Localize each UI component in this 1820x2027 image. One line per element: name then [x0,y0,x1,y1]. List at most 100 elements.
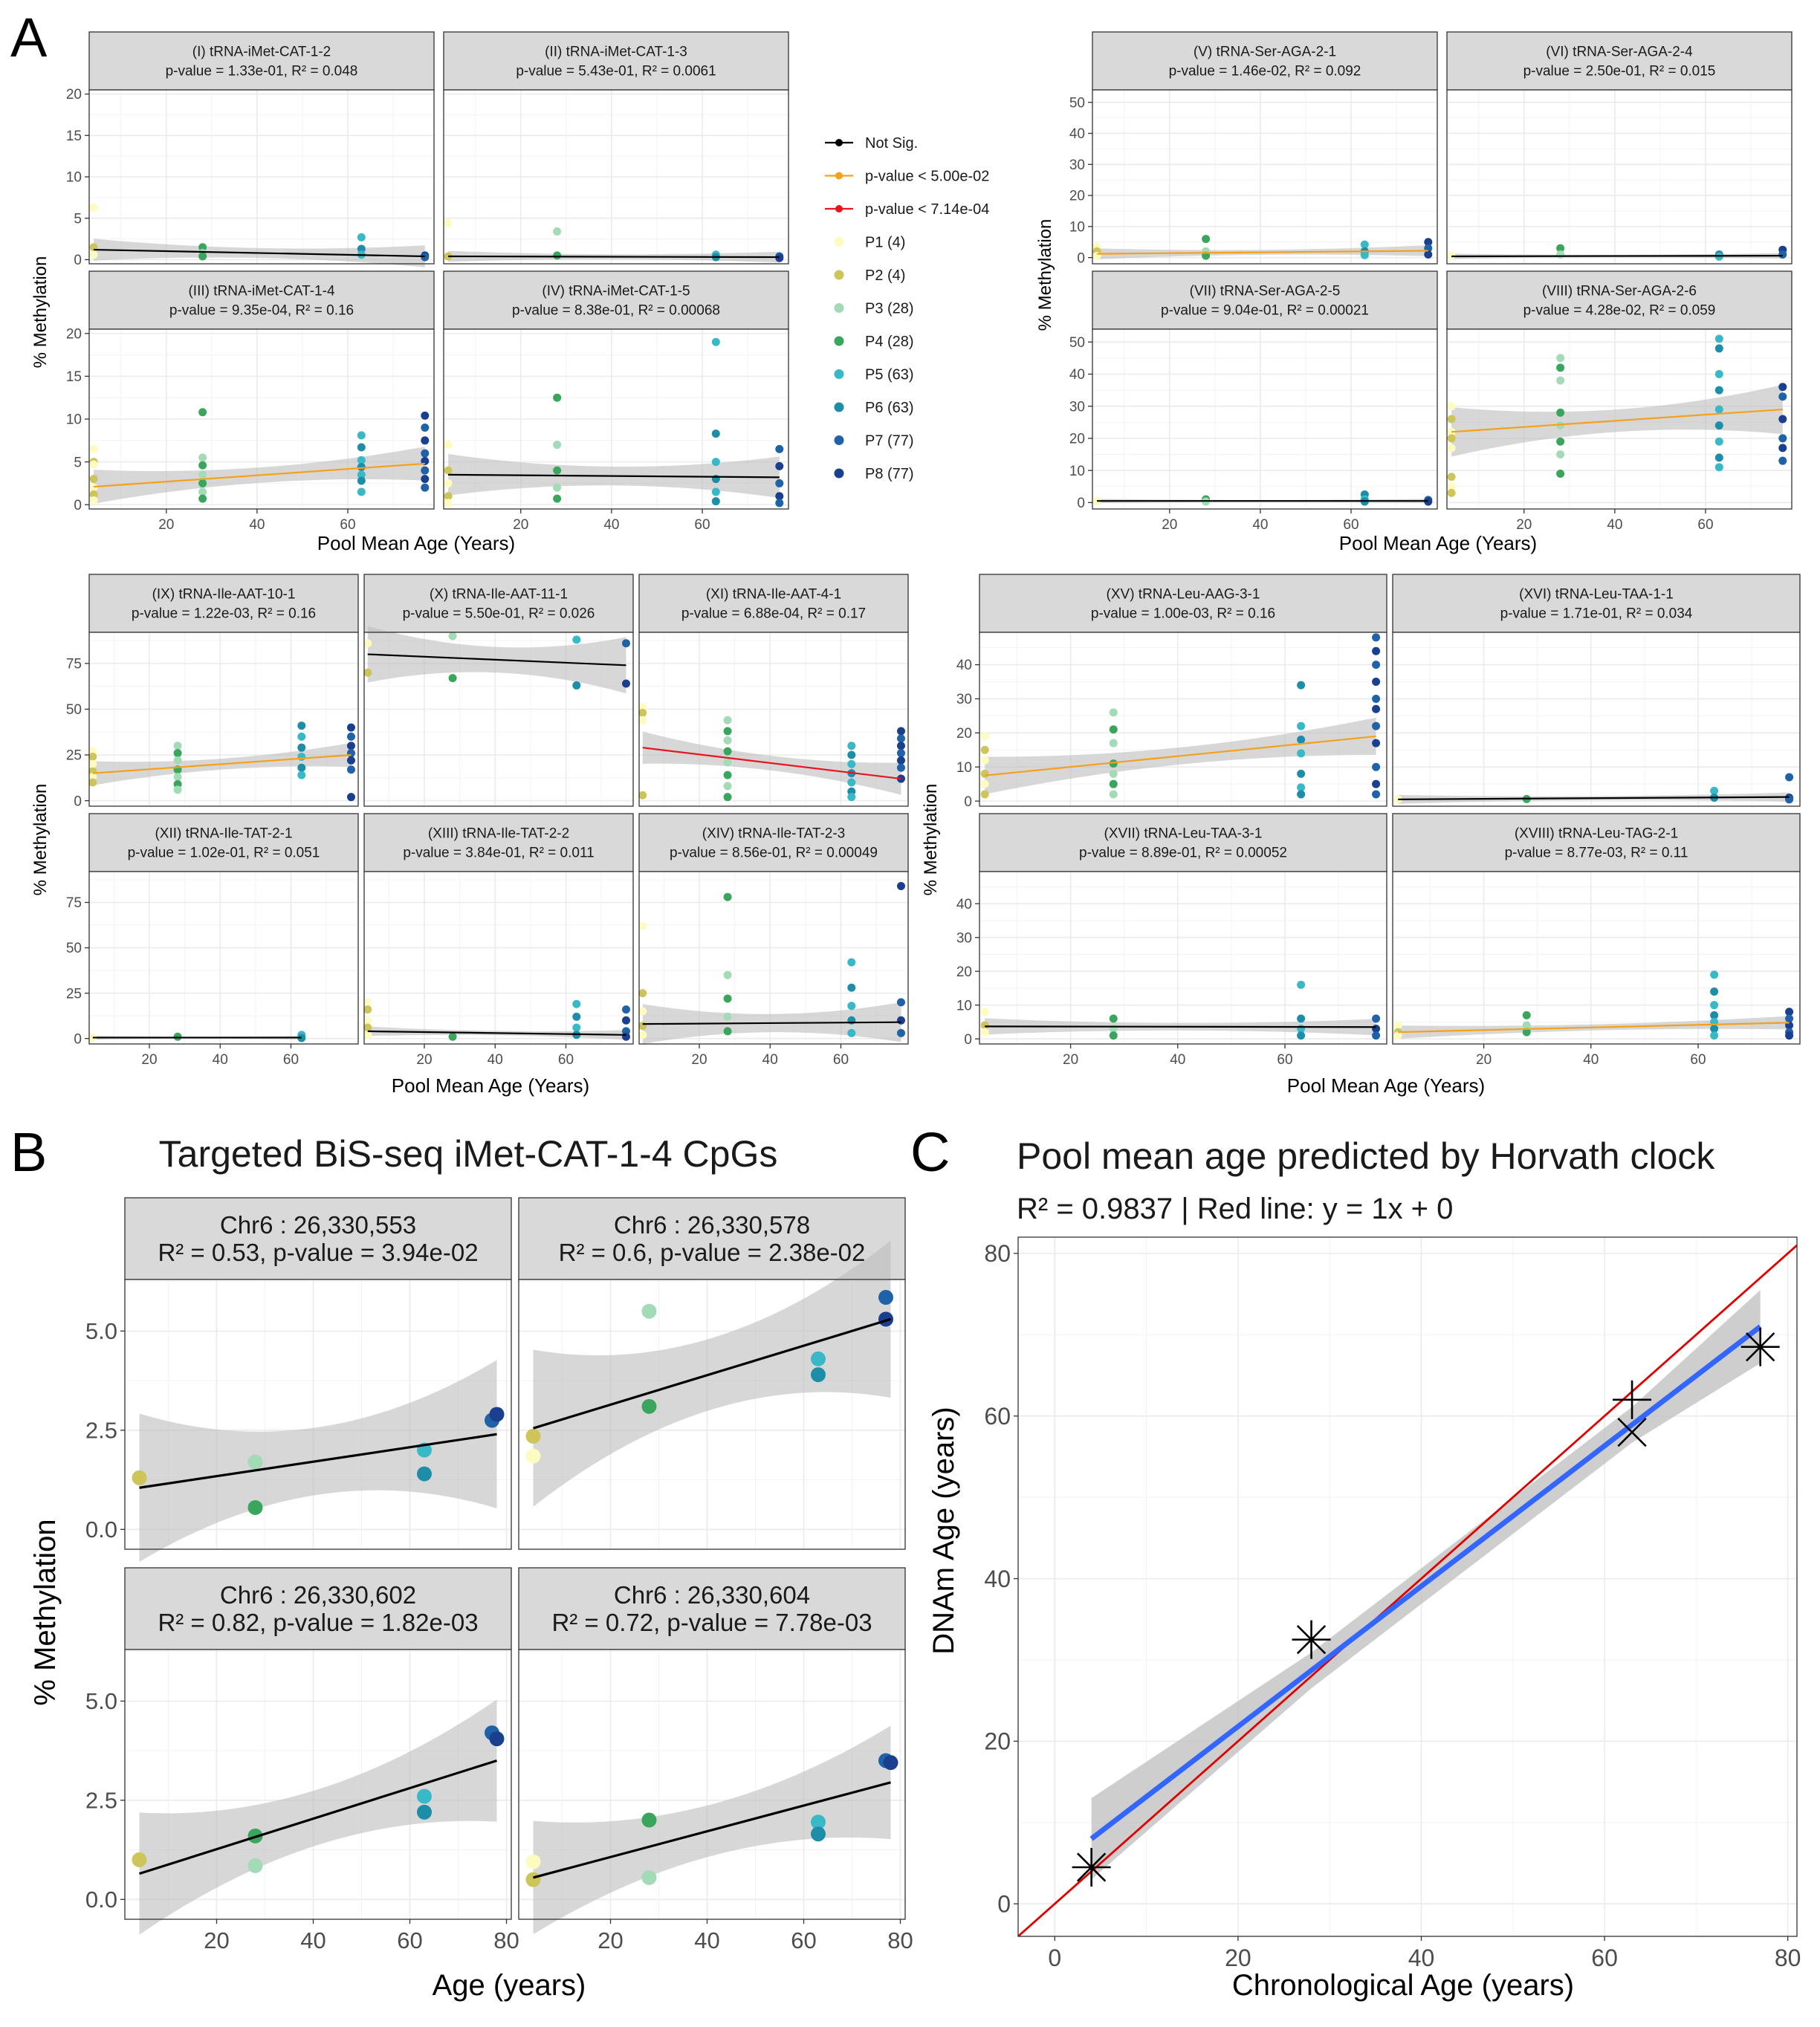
a1-p4-point [444,479,453,487]
a4-p1-panel-border [979,632,1387,807]
a4-p4-x-tick-label: 20 [1476,1052,1492,1068]
c-y-tick-label: 80 [984,1240,1011,1267]
c-y-tick-label: 40 [984,1566,1011,1592]
a4-p2-panel-border [1392,632,1801,807]
a2-p4-point [1447,444,1456,453]
b-p4-strip-text: R² = 0.72, p-value = 7.78e-03 [551,1609,872,1636]
a4-p2-point [1785,773,1794,782]
a3-p1-panel-border [88,632,359,807]
a1-p4-point [444,499,453,507]
a1-p3-point [421,466,430,475]
a4-p1-point [1297,790,1306,799]
a2-p1-fit-line [1097,250,1428,255]
a2-p4-point [1778,444,1787,453]
a1-p4-point [775,461,784,470]
a4-p1-point [1109,779,1118,788]
a4-p1-point [1372,721,1381,730]
c-point-cross [1617,1417,1647,1447]
a3-p3-strip-text: (XI) tRNA-Ile-AAT-4-1 [706,587,841,603]
a3-p1-point [346,756,355,765]
a4-p3-point [980,1028,989,1037]
a1-p3-point [89,444,98,453]
a4-p1-point [1372,762,1381,771]
a2-p4-point [1447,488,1456,497]
b-p2-point [641,1398,657,1414]
c-point-asterisk [1072,1847,1111,1887]
c-point-plus [1613,1380,1652,1419]
a1-p3-point [198,470,207,479]
a2-p4-point [1714,344,1723,353]
a1-p1-strip [88,31,435,91]
a3-p1-point [173,749,182,758]
a3-p3-fit-line [642,747,901,780]
a4-p3-panel-bg [979,872,1387,1044]
a1-p1-y-tick-label: 15 [66,129,82,144]
a3-p4-y-tick-label: 25 [66,986,82,1002]
a3-p2-panel-border [363,632,634,807]
legend-label: P6 (63) [865,400,914,416]
a3-p1-strip-text: (IX) tRNA-Ile-AAT-10-1 [152,587,296,603]
a3-p2-point [448,632,457,640]
a1-p1-y-tick-label: 5 [74,211,82,227]
a4-p1-point [1297,721,1306,730]
a2-p4-point [1447,415,1456,424]
a2-p1-y-tick-label: 30 [1069,158,1085,173]
a4-p3-point [980,1021,989,1030]
a4-p1-point [1372,678,1381,687]
a2-p4-point [1714,334,1723,343]
a4-p3-y-tick-label: 40 [956,897,972,912]
legend-label: Not Sig. [865,135,918,152]
a4-p4-panel-border [1392,871,1801,1045]
a2-p1-strip-text: p-value = 1.46e-02, R² = 0.092 [1169,64,1361,80]
a1-p4-panel-border [443,328,789,510]
a3-p4-strip-text: p-value = 1.02e-01, R² = 0.051 [128,846,320,861]
a1-p4-point [711,458,720,467]
b-p1-point [417,1466,432,1482]
panel-c-letter: C [910,1121,950,1183]
a1-p3-point [89,490,98,499]
a3-p2-point [572,681,581,690]
a1-p1-point [421,253,430,262]
legend-dot-key [834,468,844,479]
a3-p4-strip [88,813,359,872]
b-p3-x-tick-label: 20 [204,1927,229,1953]
b-p1-strip-text: Chr6 : 26,330,553 [220,1211,416,1239]
a4-p4-x-tick-label: 60 [1690,1052,1706,1068]
a3-p1-strip-text: p-value = 1.22e-03, R² = 0.16 [132,606,316,622]
a3-p1-point [173,773,182,782]
legend-label: P2 (4) [865,267,905,284]
a3-p3-point [723,782,732,791]
a4-p1-y-tick-label: 10 [956,760,972,776]
b-p2-strip-text: R² = 0.6, p-value = 2.38e-02 [559,1239,866,1266]
a4-p3-fit-line [985,1025,1376,1028]
a4-p3-point [1297,1031,1306,1040]
a1-p3-point [89,496,98,505]
a4-p1-point [980,769,989,778]
a3-p4-x-tick-label: 20 [141,1052,157,1068]
a4-p2-strip-text: p-value = 1.71e-01, R² = 0.034 [1500,606,1693,622]
a4-p3-y-tick-label: 20 [956,964,972,980]
a2-p2-panel-bg [1447,90,1792,264]
a2-p3-strip-text: p-value = 9.04e-01, R² = 0.00021 [1161,303,1369,319]
a2-p3-y-tick-label: 20 [1069,432,1085,447]
b-p4-x-tick-label: 40 [694,1927,719,1953]
a3-p6-point [847,958,856,967]
a4-p1-point [980,745,989,754]
a1-p3-point [357,463,366,472]
a1-p4-fit-line [448,473,780,479]
a2-p2-point [1556,250,1565,259]
a1-p4-strip-text: (IV) tRNA-iMet-CAT-1-5 [542,284,690,299]
a1-p4-point [553,483,562,492]
a3-p3-point [638,791,647,800]
a4-p4-point [1393,1021,1402,1030]
a3-p6-point [638,989,647,998]
a4-p3-panel-border [979,871,1387,1045]
a1-p4-point [711,429,720,438]
a1-p3-strip-text: (III) tRNA-iMet-CAT-1-4 [188,284,334,299]
a3-p5-fit-line [367,1030,626,1036]
a4-p4-point [1710,1025,1719,1034]
a4-p3-point [1109,1014,1118,1023]
a1-p1-strip-text: (I) tRNA-iMet-CAT-1-2 [192,45,331,60]
c-identity-line [1017,1244,1798,1938]
a1-p2-strip [443,31,789,91]
